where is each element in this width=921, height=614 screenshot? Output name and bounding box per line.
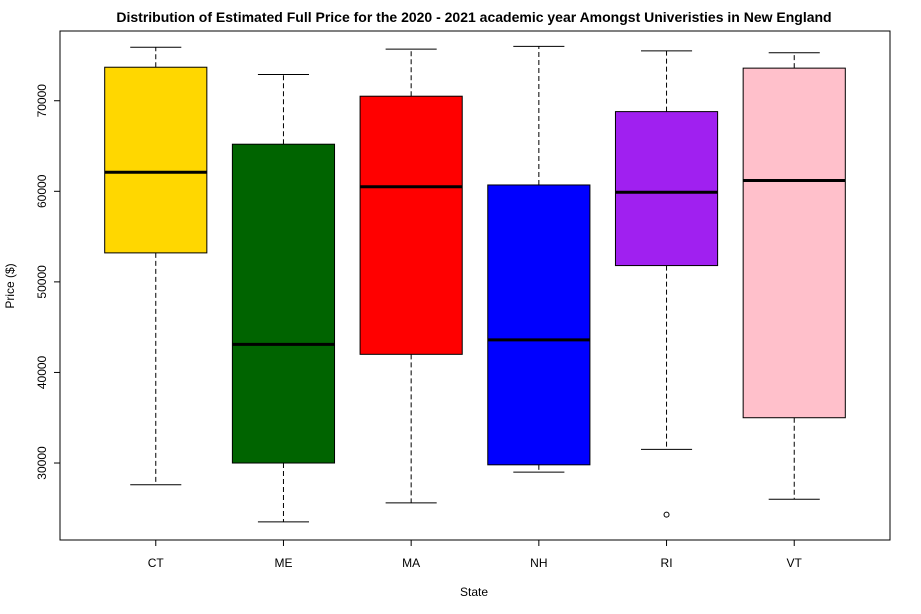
box-ma: [359, 48, 463, 504]
y-tick-label: 60000: [35, 174, 49, 208]
x-axis: CT ME MA NH RI VT: [148, 540, 803, 570]
chart-title: Distribution of Estimated Full Price for…: [116, 9, 831, 25]
box-nh: [487, 45, 591, 473]
box-iqr: [104, 66, 208, 254]
plot-area-frame: [59, 30, 891, 541]
y-axis-label: Price ($): [3, 263, 17, 308]
x-axis-label: State: [460, 585, 488, 599]
box-iqr: [231, 143, 336, 464]
box-iqr: [742, 67, 846, 419]
x-tick-label: ME: [274, 556, 292, 570]
y-axis: 30000 40000 50000 60000 70000: [35, 84, 60, 480]
x-tick-label: NH: [530, 556, 547, 570]
box-ct: [104, 46, 208, 486]
box-ri: [614, 50, 719, 518]
x-tick-label: MA: [402, 556, 420, 570]
y-tick-label: 70000: [35, 84, 49, 118]
box-iqr: [359, 95, 463, 355]
y-tick-label: 50000: [35, 265, 49, 299]
box-iqr: [614, 111, 719, 267]
y-tick-label: 30000: [35, 446, 49, 480]
box-vt: [742, 52, 846, 500]
x-tick-label: VT: [787, 556, 803, 570]
outlier-point: [663, 511, 670, 518]
plot-layer: [104, 45, 846, 523]
box-me: [231, 73, 336, 523]
box-iqr: [487, 184, 591, 466]
y-tick-label: 40000: [35, 355, 49, 389]
x-tick-label: RI: [661, 556, 673, 570]
x-tick-label: CT: [148, 556, 165, 570]
